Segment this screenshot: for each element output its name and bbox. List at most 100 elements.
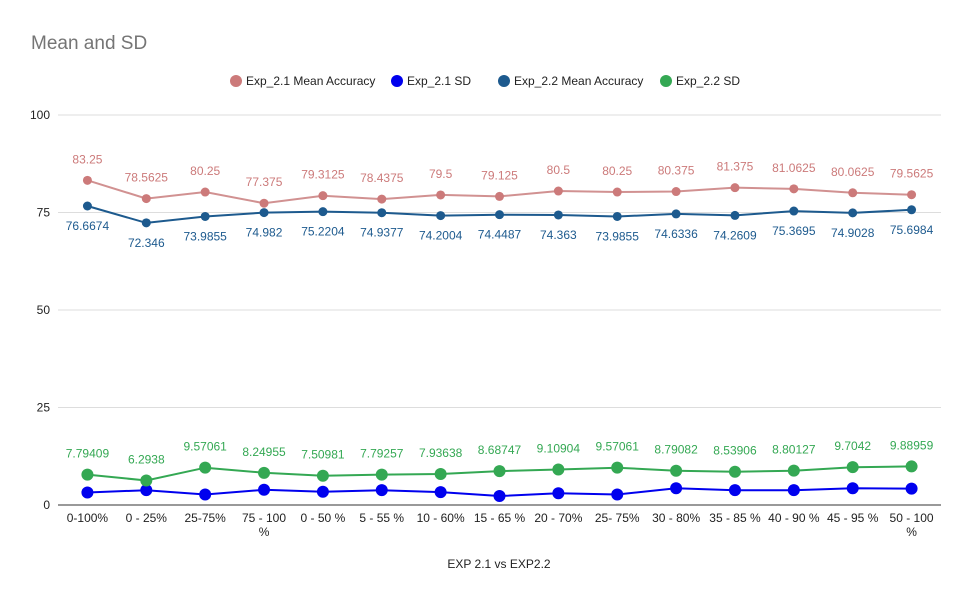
x-tick-label: 75 - 100%: [242, 511, 286, 539]
data-point: [377, 194, 387, 204]
data-point: [552, 463, 565, 476]
data-point: [316, 485, 329, 498]
data-label: 74.9028: [831, 226, 875, 240]
data-label: 72.346: [128, 236, 165, 250]
data-point: [552, 487, 565, 500]
data-point: [493, 465, 506, 478]
series-group: 7.79409 6.2938 9.57061 8.24955 7.50981 7.7925…: [66, 152, 934, 503]
data-point: [671, 187, 681, 197]
x-tick-label: 25-75%: [184, 511, 226, 525]
data-point: [907, 190, 917, 200]
data-point: [199, 488, 212, 501]
data-point: [377, 208, 387, 218]
data-point: [846, 482, 859, 495]
data-point: [848, 208, 858, 218]
data-label: 74.2004: [419, 229, 463, 243]
data-label: 75.3695: [772, 224, 816, 238]
data-label: 73.9855: [596, 229, 640, 243]
data-point: [728, 484, 741, 497]
series-exp-2-1-sd: [81, 482, 918, 503]
data-label: 9.7042: [834, 439, 871, 453]
series-exp-2-2-mean-accuracy: 76.6674 72.346 73.9855 74.982 75.2204 74.9377…: [66, 201, 934, 250]
data-point: [200, 187, 210, 197]
data-label: 78.4375: [360, 171, 404, 185]
data-point: [611, 461, 624, 474]
legend-marker: [498, 75, 510, 87]
y-tick-label: 50: [37, 303, 51, 317]
data-point: [140, 484, 153, 497]
data-point: [670, 482, 683, 495]
data-label: 80.25: [602, 164, 632, 178]
data-label: 79.125: [481, 168, 518, 182]
data-label: 83.25: [72, 152, 102, 166]
data-point: [258, 483, 271, 496]
data-point: [612, 187, 622, 197]
data-point: [495, 191, 504, 201]
data-label: 75.6984: [890, 223, 934, 237]
data-point: [375, 468, 388, 481]
data-point: [140, 474, 153, 487]
data-label: 8.80127: [772, 443, 816, 457]
data-point: [789, 184, 799, 194]
y-tick-label: 100: [30, 108, 50, 122]
x-tick-label: 45 - 95 %: [827, 511, 879, 525]
data-point: [434, 468, 447, 481]
data-label: 9.88959: [890, 438, 934, 452]
series-exp-2-1-mean-accuracy: 83.25 78.5625 80.25 77.375 79.3125 78.4375 79.…: [72, 152, 934, 208]
data-label: 77.375: [246, 175, 283, 189]
data-point: [671, 209, 681, 219]
data-point: [436, 190, 446, 200]
data-label: 80.0625: [831, 165, 875, 179]
data-label: 8.79082: [654, 443, 698, 457]
data-label: 80.5: [547, 163, 571, 177]
data-label: 9.10904: [537, 441, 581, 455]
data-label: 9.57061: [596, 440, 640, 454]
data-point: [375, 484, 388, 497]
legend-marker: [391, 75, 403, 87]
data-point: [730, 210, 740, 220]
data-label: 79.5625: [890, 167, 934, 181]
data-label: 78.5625: [125, 171, 169, 185]
data-label: 7.50981: [301, 448, 345, 462]
data-label: 76.6674: [66, 219, 110, 233]
data-label: 7.79409: [66, 447, 110, 461]
x-tick-label: 30 - 80%: [652, 511, 700, 525]
data-point: [434, 486, 447, 499]
legend: Exp_2.1 Mean Accuracy Exp_2.1 SD Exp_2.2 M…: [230, 74, 740, 88]
data-point: [81, 486, 94, 499]
data-label: 8.24955: [242, 445, 286, 459]
chart-title: Mean and SD: [31, 33, 147, 54]
legend-label: Exp_2.2 Mean Accuracy: [514, 74, 643, 88]
data-label: 80.375: [658, 164, 695, 178]
data-point: [553, 186, 563, 196]
x-axis-title: EXP 2.1 vs EXP2.2: [447, 557, 550, 571]
data-point: [730, 183, 740, 193]
data-point: [848, 188, 858, 198]
data-label: 74.9377: [360, 226, 404, 240]
data-point: [318, 207, 328, 217]
data-label: 9.57061: [183, 440, 227, 454]
data-label: 7.93638: [419, 446, 463, 460]
y-axis: 0 25 50 75 100: [30, 108, 50, 512]
x-tick-label: 25- 75%: [595, 511, 640, 525]
y-tick-label: 0: [43, 498, 50, 512]
data-point: [258, 466, 271, 479]
x-tick-label: 20 - 70%: [534, 511, 582, 525]
data-label: 75.2204: [301, 225, 345, 239]
x-axis: 0-100% 0 - 25% 25-75% 75 - 100 % 0 - 50 % 5 - …: [67, 511, 934, 539]
data-point: [141, 194, 151, 204]
data-point: [728, 465, 741, 478]
data-point: [611, 488, 624, 501]
legend-label: Exp_2.1 SD: [407, 74, 471, 88]
data-point: [907, 205, 917, 215]
x-tick-label: 35 - 85 %: [709, 511, 761, 525]
x-tick-label: 0 - 50 %: [301, 511, 346, 525]
legend-marker: [660, 75, 672, 87]
data-label: 8.53906: [713, 444, 757, 458]
data-label: 81.375: [717, 160, 754, 174]
data-label: 74.6336: [654, 227, 698, 241]
data-label: 74.4487: [478, 228, 522, 242]
data-label: 81.0625: [772, 161, 816, 175]
